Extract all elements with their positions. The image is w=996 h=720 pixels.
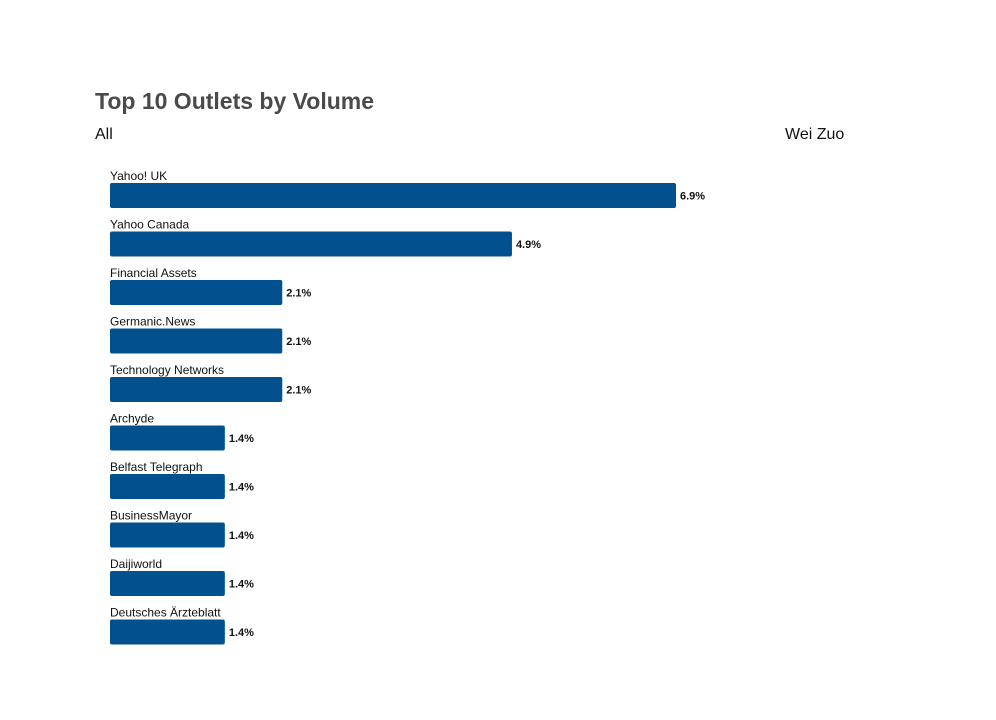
value-label: 1.4% xyxy=(229,482,254,494)
value-label: 1.4% xyxy=(229,433,254,445)
bar[interactable] xyxy=(110,619,225,645)
category-label: Daijiworld xyxy=(110,557,162,571)
category-label: Germanic.News xyxy=(110,315,195,329)
bar[interactable] xyxy=(110,474,225,499)
chart-title: Top 10 Outlets by Volume xyxy=(95,88,375,114)
bar[interactable] xyxy=(110,571,225,596)
value-label: 2.1% xyxy=(286,385,311,397)
value-label: 1.4% xyxy=(229,530,254,542)
category-label: Yahoo Canada xyxy=(110,218,190,232)
category-label: BusinessMayor xyxy=(110,509,192,523)
category-label: Deutsches Ärzteblatt xyxy=(110,606,221,620)
value-label: 1.4% xyxy=(229,627,254,639)
value-label: 1.4% xyxy=(229,579,254,591)
value-label: 2.1% xyxy=(286,336,311,348)
value-label: 2.1% xyxy=(286,288,311,300)
bar[interactable] xyxy=(110,328,283,354)
bar[interactable] xyxy=(110,231,512,257)
bar[interactable] xyxy=(110,522,225,548)
author-name: Wei Zuo xyxy=(785,126,845,143)
bar[interactable] xyxy=(110,280,283,305)
value-label: 4.9% xyxy=(516,239,541,251)
category-label: Yahoo! UK xyxy=(110,169,167,183)
bar[interactable] xyxy=(110,425,225,451)
filter-label: All xyxy=(95,126,113,143)
value-label: 6.9% xyxy=(680,191,705,203)
bar[interactable] xyxy=(110,183,676,208)
category-label: Belfast Telegraph xyxy=(110,460,203,474)
category-label: Technology Networks xyxy=(110,363,224,377)
category-label: Archyde xyxy=(110,412,154,426)
bar[interactable] xyxy=(110,377,283,402)
category-label: Financial Assets xyxy=(110,266,197,280)
